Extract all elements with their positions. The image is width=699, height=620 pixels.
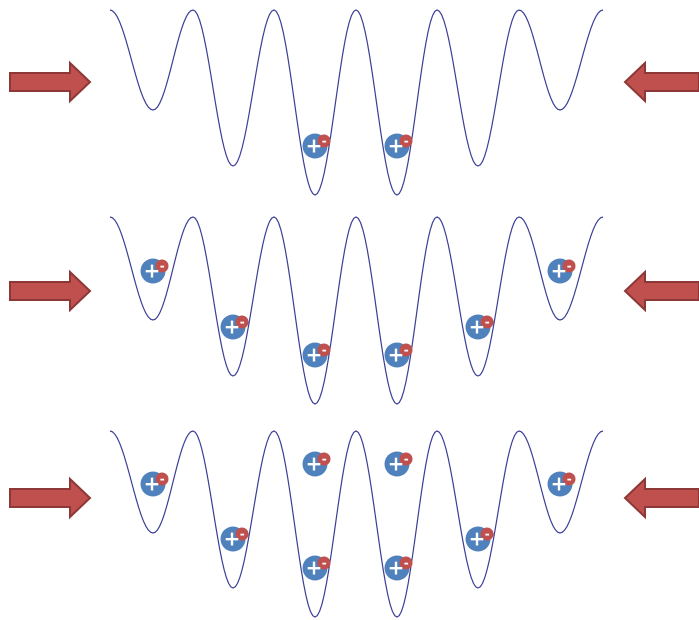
- nucleus-charge: +: [144, 259, 161, 283]
- electron-charge: -: [404, 556, 409, 570]
- electron: [562, 472, 576, 486]
- electron: [317, 343, 331, 357]
- arrow-right-icon: [9, 476, 92, 520]
- electron-charge: -: [404, 452, 409, 466]
- atom: + -: [465, 526, 494, 552]
- electron: [317, 556, 331, 570]
- atom: + -: [302, 133, 331, 159]
- electron-charge: -: [485, 315, 490, 329]
- nucleus-charge: +: [469, 527, 486, 551]
- lattice-potential-curve: [109, 9, 604, 196]
- electron: [480, 315, 494, 329]
- electron-charge: -: [404, 134, 409, 148]
- nucleus-charge: +: [306, 343, 323, 367]
- electron-charge: -: [240, 315, 245, 329]
- atom: + -: [140, 258, 169, 284]
- arrow-left-icon: [623, 60, 699, 104]
- electron: [317, 452, 331, 466]
- nucleus-charge: +: [224, 527, 241, 551]
- electron: [155, 259, 169, 273]
- lattice-potential-curve: [109, 216, 604, 405]
- electron-charge: -: [567, 259, 572, 273]
- electron: [155, 472, 169, 486]
- atom: + -: [220, 526, 249, 552]
- nucleus-charge: +: [388, 556, 405, 580]
- electron-charge: -: [322, 452, 327, 466]
- atom: + -: [547, 471, 576, 497]
- atom: + -: [302, 555, 331, 581]
- atom: + -: [384, 133, 413, 159]
- electron: [399, 343, 413, 357]
- nucleus-charge: +: [306, 134, 323, 158]
- nucleus-charge: +: [388, 134, 405, 158]
- nucleus-charge: +: [388, 452, 405, 476]
- atom: + -: [465, 314, 494, 340]
- arrow-left-icon: [623, 269, 699, 313]
- lattice-potential-curve: [109, 430, 604, 618]
- electron: [562, 259, 576, 273]
- electron: [399, 452, 413, 466]
- electron-charge: -: [322, 134, 327, 148]
- atom: + -: [302, 342, 331, 368]
- nucleus-charge: +: [306, 452, 323, 476]
- nucleus-charge: +: [306, 556, 323, 580]
- atom: + -: [384, 451, 413, 477]
- row-1: + - + -: [109, 9, 604, 196]
- nucleus-charge: +: [224, 315, 241, 339]
- electron: [317, 134, 331, 148]
- electron: [235, 315, 249, 329]
- electron-charge: -: [160, 472, 165, 486]
- electron: [399, 556, 413, 570]
- electron-charge: -: [404, 343, 409, 357]
- nucleus-charge: +: [144, 472, 161, 496]
- electron: [480, 527, 494, 541]
- arrow-right-icon: [9, 60, 92, 104]
- electron-charge: -: [567, 472, 572, 486]
- electron: [399, 134, 413, 148]
- atom: + -: [220, 314, 249, 340]
- arrow-left-icon: [623, 476, 699, 520]
- atom: + -: [302, 451, 331, 477]
- electron-charge: -: [322, 343, 327, 357]
- nucleus-charge: +: [551, 472, 568, 496]
- row-3: + -+ -+ -+ -+ -+ -+ -+ -: [109, 430, 604, 618]
- arrow-right-icon: [9, 269, 92, 313]
- electron-charge: -: [240, 527, 245, 541]
- row-2: + -+ -+ - + -+ -+ -: [109, 216, 604, 405]
- electron-charge: -: [160, 259, 165, 273]
- nucleus-charge: +: [551, 259, 568, 283]
- atom: + -: [547, 258, 576, 284]
- electron: [235, 527, 249, 541]
- atom: + -: [140, 471, 169, 497]
- electron-charge: -: [322, 556, 327, 570]
- atom: + -: [384, 555, 413, 581]
- nucleus-charge: +: [388, 343, 405, 367]
- electron-charge: -: [485, 527, 490, 541]
- atom: + -: [384, 342, 413, 368]
- nucleus-charge: +: [469, 315, 486, 339]
